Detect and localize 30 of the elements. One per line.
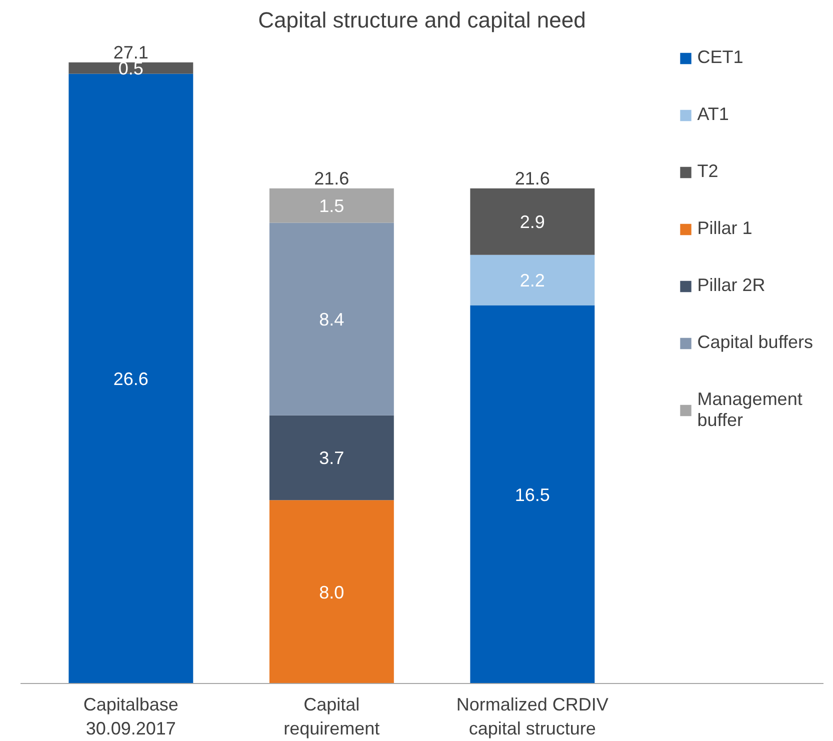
bar <box>269 188 394 223</box>
bar <box>470 254 595 306</box>
bar <box>68 74 194 684</box>
legend-label: Management buffer <box>697 389 802 431</box>
bar <box>269 222 394 416</box>
total-label: 21.6 <box>314 168 350 188</box>
data-label: 26.6 <box>113 369 148 390</box>
data-label: 8.4 <box>319 310 344 330</box>
bar <box>470 188 595 255</box>
legend-label: CET1 <box>697 47 744 68</box>
chart-title: Capital structure and capital need <box>258 8 586 32</box>
data-label: 8.0 <box>319 582 344 602</box>
data-label: 3.7 <box>319 448 344 468</box>
legend-label: T2 <box>697 161 718 182</box>
data-label: 16.5 <box>514 484 550 505</box>
bar <box>470 305 595 684</box>
legend-label: Capital buffers <box>697 332 813 353</box>
data-label: 2.9 <box>520 212 545 232</box>
legend-label: AT1 <box>697 104 729 125</box>
bar <box>68 62 194 74</box>
bar <box>269 500 394 684</box>
data-label: 1.5 <box>319 196 344 216</box>
x-tick-label: Capitalbase 30.09.2017 <box>83 694 178 738</box>
legend-label: Pillar 1 <box>697 218 752 239</box>
data-label: 2.2 <box>520 270 545 291</box>
x-tick-label: Normalized CRDIV capital structure <box>456 694 608 738</box>
total-label: 21.6 <box>514 168 550 188</box>
bar <box>269 415 394 500</box>
x-tick-label: Capital requirement <box>284 694 380 738</box>
legend-label: Pillar 2R <box>697 275 766 296</box>
